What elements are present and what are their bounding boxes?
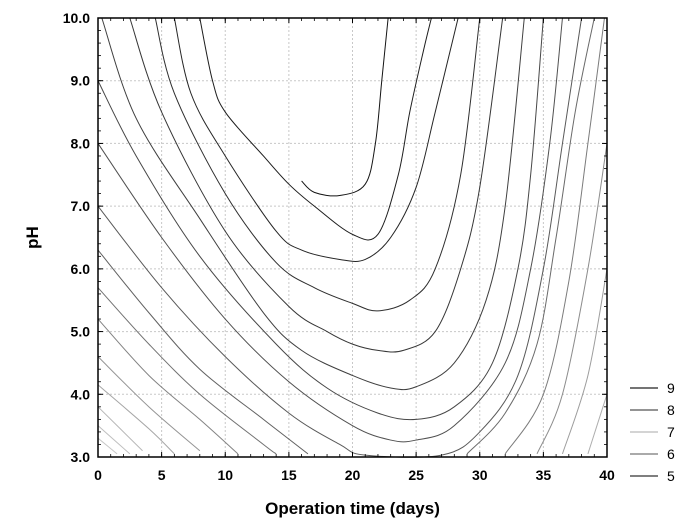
contour-line: [129, 17, 504, 353]
y-tick-label: 3.0: [71, 449, 91, 465]
contour-line: [587, 394, 608, 455]
contour-line: [97, 356, 201, 452]
contour-line: [199, 17, 432, 241]
contour-line: [97, 437, 118, 455]
x-tick-label: 5: [158, 467, 166, 483]
contour-line: [97, 17, 563, 443]
legend-label: 7: [667, 424, 675, 440]
contour-line: [97, 249, 309, 455]
x-tick-label: 15: [281, 467, 297, 483]
contour-line: [97, 384, 175, 455]
contour-line: [536, 143, 608, 455]
contour-line: [101, 17, 525, 391]
legend-label: 5: [667, 468, 675, 484]
x-axis-title: Operation time (days): [265, 499, 440, 518]
contour-line: [504, 17, 605, 455]
contour-line: [466, 17, 595, 455]
axis-ticks: 0 5 10 15 20 25 30 35 40 3.0 4.0 5.0 6.0 7.0 8.0 9.0 10.…: [63, 10, 615, 483]
contour-line: [154, 17, 481, 312]
x-tick-label: 40: [599, 467, 615, 483]
x-tick-label: 35: [536, 467, 552, 483]
contour-line: [97, 425, 131, 455]
legend-label: 8: [667, 402, 675, 418]
legend-label: 6: [667, 446, 675, 462]
y-tick-label: 7.0: [71, 198, 91, 214]
y-axis-title: pH: [23, 226, 42, 249]
y-tick-label: 10.0: [63, 10, 90, 26]
x-tick-label: 20: [345, 467, 361, 483]
y-tick-label: 9.0: [71, 73, 91, 89]
x-tick-label: 30: [472, 467, 488, 483]
legend-label: 9: [667, 380, 675, 396]
contour-line: [97, 318, 239, 455]
contour-line: [97, 17, 544, 421]
y-tick-label: 5.0: [71, 324, 91, 340]
contour-line: [97, 287, 277, 455]
contour-line: [97, 406, 143, 452]
y-tick-label: 4.0: [71, 386, 91, 402]
x-tick-label: 0: [94, 467, 102, 483]
grid: [98, 18, 607, 457]
y-tick-label: 8.0: [71, 135, 91, 151]
x-tick-label: 25: [408, 467, 424, 483]
y-tick-label: 6.0: [71, 261, 91, 277]
contour-line: [561, 268, 608, 455]
legend: 9 8 7 6 5: [630, 380, 675, 484]
contour-lines: [97, 17, 608, 458]
x-tick-label: 10: [217, 467, 233, 483]
contour-line: [173, 17, 459, 262]
contour-line: [301, 17, 389, 197]
